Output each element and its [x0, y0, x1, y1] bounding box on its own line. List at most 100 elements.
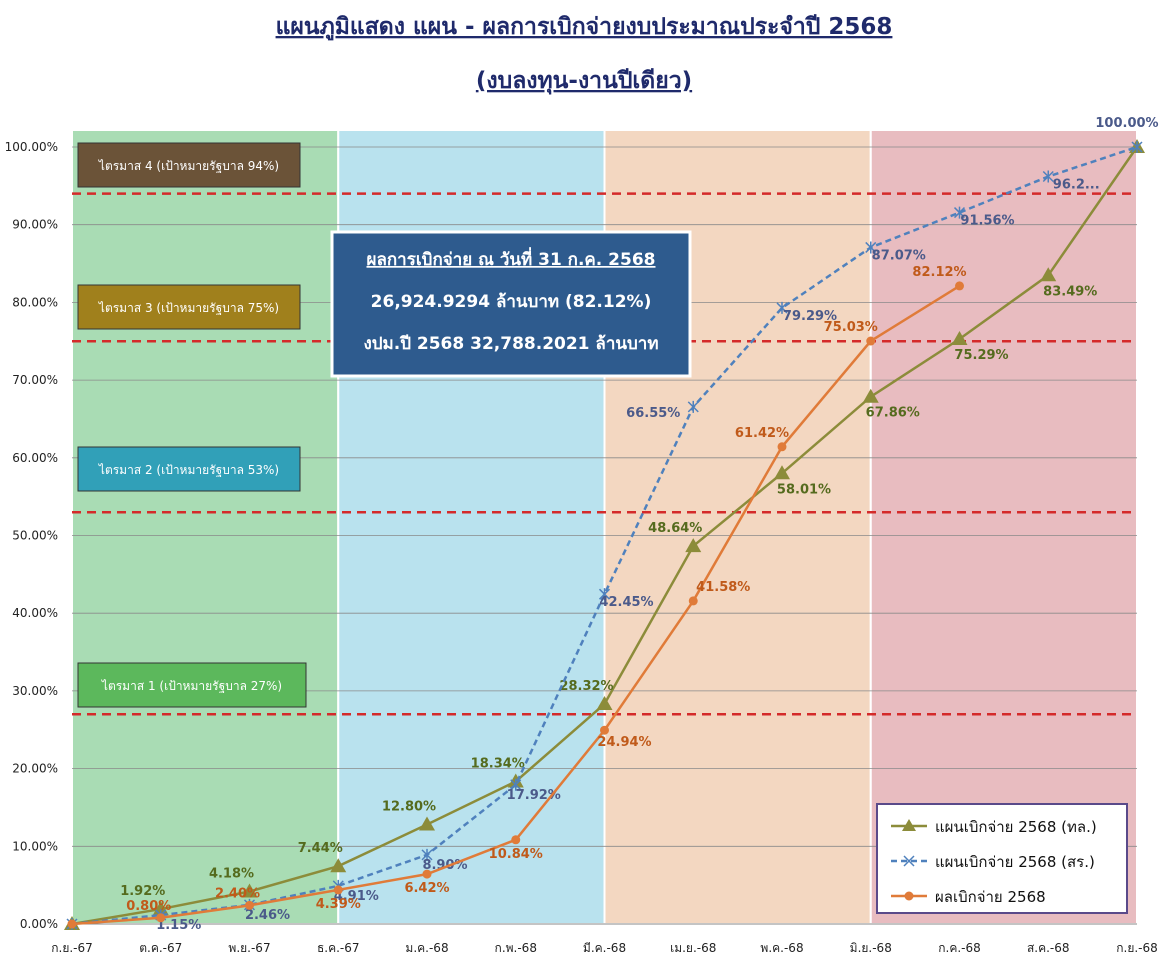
data-label: 2.46% — [245, 908, 290, 923]
data-label: 87.07% — [872, 248, 926, 263]
y-tick-label: 30.00% — [12, 684, 58, 698]
marker — [596, 695, 613, 710]
quarter-label: ไตรมาส 4 (เป้าหมายรัฐบาล 94%) — [98, 159, 279, 173]
y-tick-label: 50.00% — [12, 529, 58, 543]
marker — [421, 848, 433, 861]
quarter-label: ไตรมาส 1 (เป้าหมายรัฐบาล 27%) — [101, 679, 282, 693]
data-label: 18.34% — [471, 756, 525, 771]
info-text: ผลการเบิกจ่าย ณ วันที่ 31 ก.ค. 2568 — [367, 247, 656, 270]
data-label: 100.00% — [1095, 116, 1158, 131]
info-text: 26,924.9294 ล้านบาท (82.12%) — [371, 292, 652, 312]
data-label: 66.55% — [626, 406, 680, 421]
quarter-label: ไตรมาส 3 (เป้าหมายรัฐบาล 75%) — [98, 301, 279, 315]
marker — [951, 330, 968, 345]
x-tick-label: พ.ย.-67 — [228, 941, 270, 955]
marker — [862, 388, 879, 403]
y-tick-label: 70.00% — [12, 373, 58, 387]
marker — [422, 869, 432, 879]
x-tick-label: ส.ค.-68 — [1027, 941, 1070, 955]
marker — [866, 336, 876, 346]
y-tick-label: 40.00% — [12, 606, 58, 620]
data-label: 4.18% — [209, 867, 254, 882]
x-tick-label: ก.ย.-67 — [51, 941, 93, 955]
marker — [1040, 267, 1057, 282]
marker — [241, 883, 258, 898]
y-tick-label: 80.00% — [12, 295, 58, 309]
legend-label: แผนเบิกจ่าย 2568 (สร.) — [935, 853, 1095, 871]
data-label: 24.94% — [597, 735, 651, 750]
marker — [688, 596, 698, 606]
data-label: 79.29% — [783, 309, 837, 324]
marker — [511, 835, 521, 845]
marker — [774, 465, 790, 480]
marker — [156, 913, 166, 923]
x-tick-label: ธ.ค.-67 — [317, 941, 360, 955]
x-tick-label: เม.ย.-68 — [670, 941, 716, 955]
quarter-band — [869, 129, 1138, 925]
data-label: 61.42% — [735, 426, 789, 441]
chart-subtitle: (งบลงทุน-งานปีเดียว) — [476, 68, 692, 95]
quarter-box — [77, 284, 301, 330]
marker — [67, 919, 77, 929]
marker — [865, 241, 877, 254]
marker — [419, 816, 435, 831]
marker — [598, 588, 611, 601]
data-label: 4.39% — [316, 897, 361, 912]
marker — [953, 206, 966, 219]
marker — [333, 885, 343, 895]
legend-marker — [904, 891, 914, 901]
x-tick-label: ก.ย.-68 — [1116, 941, 1158, 955]
data-label: 0.80% — [126, 899, 171, 914]
info-box — [330, 230, 692, 378]
quarter-box — [77, 446, 301, 492]
data-label: 48.64% — [648, 521, 702, 536]
info-text: งปม.ปี 2568 32,788.2021 ล้านบาท — [363, 333, 658, 354]
marker — [245, 900, 254, 910]
x-tick-label: มิ.ย.-68 — [850, 941, 892, 955]
marker — [955, 281, 964, 291]
marker — [1131, 141, 1143, 153]
marker — [510, 778, 522, 791]
quarter-label: ไตรมาส 2 (เป้าหมายรัฐบาล 53%) — [98, 463, 279, 477]
legend-marker — [902, 819, 916, 831]
x-tick-label: ก.พ.-68 — [495, 941, 537, 955]
marker — [776, 301, 788, 314]
legend-marker — [903, 855, 915, 867]
data-label: 75.03% — [824, 320, 878, 335]
series: 1.15%2.46%4.91%8.90%17.92%42.45%66.55%79… — [66, 116, 1159, 933]
chart-title: แผนภูมิแสดง แผน - ผลการเบิกจ่ายงบประมาณป… — [276, 14, 893, 41]
data-label: 6.42% — [404, 881, 449, 896]
data-label: 58.01% — [777, 482, 831, 497]
data-label: 83.49% — [1043, 284, 1097, 299]
marker — [330, 858, 347, 873]
data-label: 28.32% — [559, 679, 613, 694]
marker — [1042, 170, 1054, 183]
marker — [687, 400, 699, 413]
data-label: 75.29% — [954, 348, 1008, 363]
series: 0.80% 2.40% 4.39% 6.42% 10.84% 24.94% 41.58% 61… — [67, 265, 967, 929]
data-label: 91.56% — [960, 214, 1014, 229]
y-tick-label: 0.00% — [20, 917, 58, 931]
marker — [777, 442, 787, 452]
data-label: 4.91% — [334, 889, 379, 904]
x-tick-label: ม.ค.-68 — [405, 941, 448, 955]
data-label: 1.15% — [156, 918, 201, 933]
y-tick-label: 20.00% — [12, 762, 58, 776]
data-label: 96.2... — [1053, 178, 1100, 193]
y-tick-label: 10.00% — [12, 839, 58, 853]
legend-label: แผนเบิกจ่าย 2568 (ทล.) — [935, 818, 1097, 836]
marker — [685, 538, 702, 553]
data-label: 67.86% — [866, 406, 920, 421]
data-label: 1.92% — [120, 884, 165, 899]
marker — [600, 725, 609, 735]
y-tick-label: 100.00% — [5, 140, 58, 154]
data-label: 10.84% — [489, 847, 543, 862]
data-label: 12.80% — [382, 800, 436, 815]
data-label: 41.58% — [696, 580, 750, 595]
legend-label: ผลเบิกจ่าย 2568 — [935, 888, 1046, 906]
data-label: 7.44% — [298, 841, 343, 856]
data-label: 42.45% — [599, 595, 653, 610]
data-label: 82.12% — [912, 265, 966, 280]
